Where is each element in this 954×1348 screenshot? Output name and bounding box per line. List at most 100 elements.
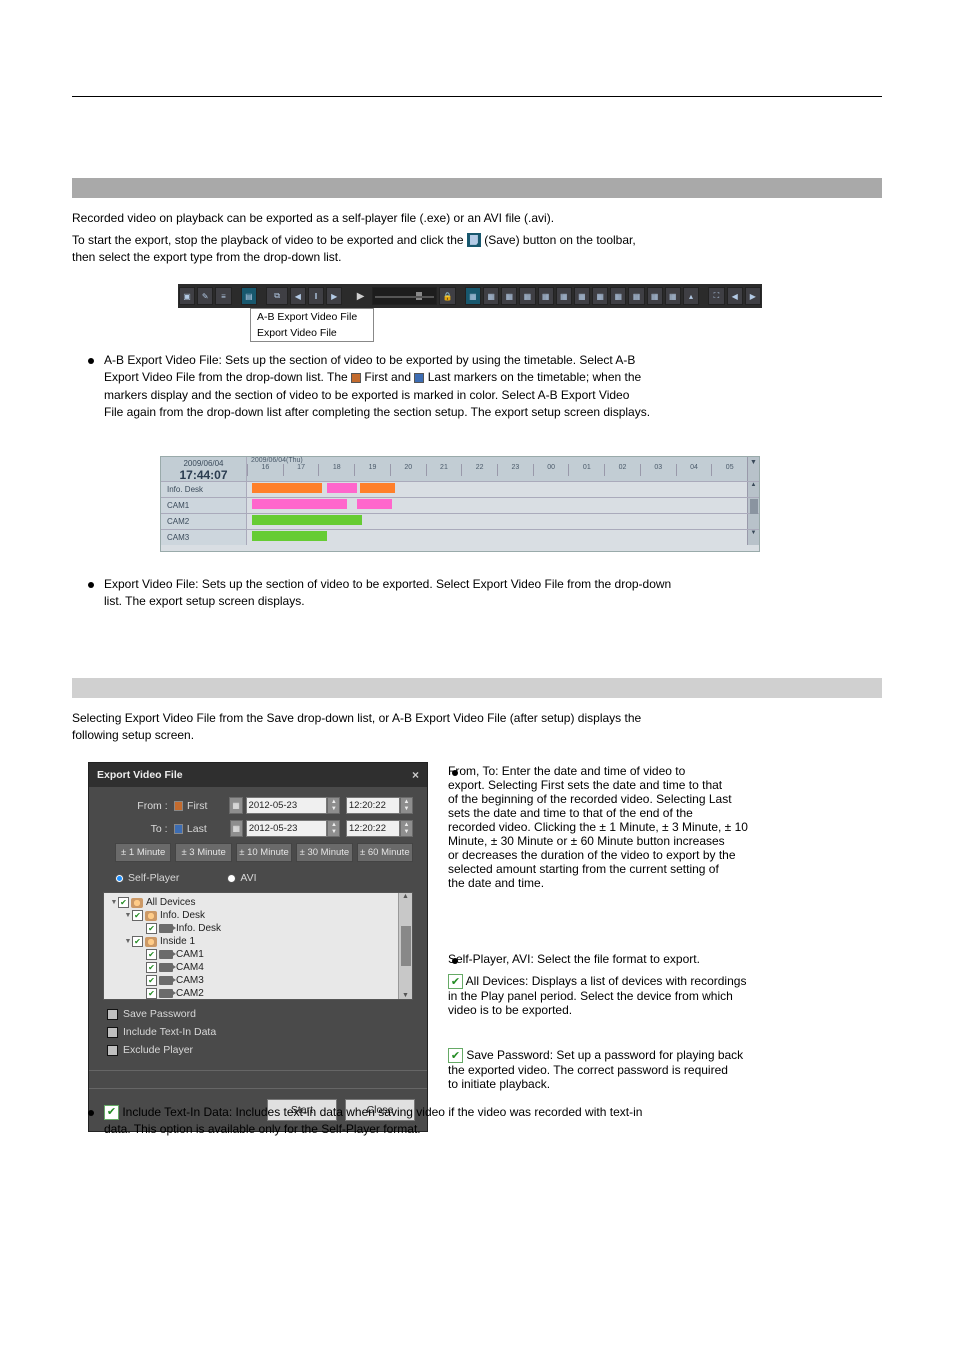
tt-expand-icon[interactable]: ▼ bbox=[747, 457, 759, 481]
rhs-ft-l2: export. Selecting First sets the date an… bbox=[448, 778, 722, 792]
forward-icon[interactable]: ▶ bbox=[326, 287, 342, 305]
grid-8-icon[interactable]: ▦ bbox=[592, 287, 608, 305]
pause-icon[interactable]: ‖ bbox=[308, 287, 324, 305]
radio-avi[interactable]: AVI bbox=[227, 872, 256, 884]
device-tree: ▼All Devices ▼Info. Desk Info. Desk ▼Ins… bbox=[103, 892, 413, 1000]
opt-exclude-player[interactable]: Exclude Player bbox=[107, 1044, 413, 1056]
opt-include-textin[interactable]: Include Text-In Data bbox=[107, 1026, 413, 1038]
bullet-export bbox=[88, 582, 94, 588]
speed-slider[interactable] bbox=[372, 287, 438, 305]
checkbox-icon[interactable] bbox=[146, 923, 157, 934]
list-icon[interactable]: ≡ bbox=[215, 287, 231, 305]
grid-1-icon[interactable]: ▦ bbox=[465, 287, 481, 305]
next-page-icon[interactable]: ▶ bbox=[745, 287, 761, 305]
timetable-scroll[interactable]: ▼ bbox=[747, 530, 759, 545]
to-date-field[interactable]: 2012-05-23 bbox=[246, 820, 328, 837]
grid-3-icon[interactable]: ▦ bbox=[501, 287, 517, 305]
tt-day: 2009/06/04(Thu) bbox=[247, 457, 747, 464]
opt-save-password[interactable]: Save Password bbox=[107, 1008, 413, 1020]
checkbox-icon[interactable] bbox=[146, 962, 157, 973]
grid-9-icon[interactable]: ▦ bbox=[610, 287, 626, 305]
timetable-track[interactable] bbox=[247, 530, 747, 545]
alldev-t: Displays a list of devices with recordin… bbox=[528, 974, 746, 988]
tree-g1[interactable]: Info. Desk bbox=[160, 910, 205, 921]
checkbox-icon[interactable] bbox=[118, 897, 129, 908]
checkbox-icon[interactable] bbox=[146, 975, 157, 986]
duration-button[interactable]: ± 3 Minute bbox=[175, 843, 231, 862]
group-icon bbox=[145, 911, 157, 921]
duration-button[interactable]: ± 60 Minute bbox=[357, 843, 413, 862]
from-date-spinner[interactable]: ▲▼ bbox=[327, 797, 340, 814]
rewind-icon[interactable]: ◀ bbox=[290, 287, 306, 305]
ab-l5: File again from the drop-down list after… bbox=[104, 405, 650, 419]
timetable-row-label: CAM2 bbox=[161, 514, 247, 529]
menu-ab-export[interactable]: A-B Export Video File bbox=[251, 309, 373, 325]
timetable-track[interactable] bbox=[247, 514, 747, 529]
duration-button[interactable]: ± 30 Minute bbox=[296, 843, 352, 862]
tree-cam[interactable]: Info. Desk bbox=[176, 923, 221, 934]
close-icon[interactable]: × bbox=[412, 768, 419, 782]
from-time-spinner[interactable]: ▲▼ bbox=[400, 797, 413, 814]
first-txt: First bbox=[364, 370, 387, 384]
svpw-l3: to initiate playback. bbox=[448, 1077, 550, 1091]
tree-camera-item[interactable]: CAM4 bbox=[110, 961, 398, 974]
tree-camera-item[interactable]: CAM3 bbox=[110, 974, 398, 987]
timetable-scroll[interactable]: ▲ bbox=[747, 482, 759, 497]
rhs-ft-t: Enter the date and time of video to bbox=[498, 764, 685, 778]
grid-4-icon[interactable]: ▦ bbox=[519, 287, 535, 305]
calendar-icon[interactable]: ▦ bbox=[230, 820, 243, 837]
timetable-scroll[interactable] bbox=[747, 498, 759, 513]
grid-2-icon[interactable]: ▦ bbox=[483, 287, 499, 305]
timetable-hour: 22 bbox=[461, 464, 497, 476]
camera-icon bbox=[159, 924, 173, 933]
tree-camera-item[interactable]: CAM1 bbox=[110, 948, 398, 961]
checkbox-icon[interactable] bbox=[132, 910, 143, 921]
duration-button[interactable]: ± 1 Minute bbox=[115, 843, 171, 862]
radio-selfplayer[interactable]: Self-Player bbox=[115, 872, 179, 884]
tree-scrollbar[interactable]: ▲▼ bbox=[398, 893, 412, 999]
grid-7-icon[interactable]: ▦ bbox=[574, 287, 590, 305]
duration-button[interactable]: ± 10 Minute bbox=[236, 843, 292, 862]
prev-page-icon[interactable]: ◀ bbox=[727, 287, 743, 305]
calendar-icon[interactable]: ▦ bbox=[229, 797, 242, 814]
ab-label: A-B Export Video File: bbox=[104, 353, 222, 367]
timetable-track[interactable] bbox=[247, 482, 747, 497]
timetable-hour: 01 bbox=[568, 464, 604, 476]
grid-10-icon[interactable]: ▦ bbox=[628, 287, 644, 305]
layout-icon[interactable]: ▣ bbox=[179, 287, 195, 305]
timetable-hour: 05 bbox=[711, 464, 747, 476]
checkbox-icon[interactable] bbox=[146, 988, 157, 999]
d60: 60 Minute bbox=[577, 834, 633, 848]
section-bar-1 bbox=[72, 178, 882, 198]
lock-icon[interactable]: 🔒 bbox=[439, 287, 455, 305]
to-date-spinner[interactable]: ▲▼ bbox=[327, 820, 340, 837]
grid-more-icon[interactable]: ▴ bbox=[683, 287, 699, 305]
from-time-field[interactable]: 12:20:22 bbox=[346, 797, 400, 814]
step-back-icon[interactable]: ⧉ bbox=[266, 287, 287, 305]
fullscreen-icon[interactable]: ⛶ bbox=[708, 287, 724, 305]
tree-camera-item[interactable]: CAM2 bbox=[110, 987, 398, 1000]
timetable-hour: 17 bbox=[283, 464, 319, 476]
tool-icon[interactable]: ✎ bbox=[197, 287, 213, 305]
grid-11-icon[interactable]: ▦ bbox=[647, 287, 663, 305]
to-time-spinner[interactable]: ▲▼ bbox=[400, 820, 413, 837]
to-time-field[interactable]: 12:20:22 bbox=[346, 820, 400, 837]
checkbox-icon[interactable] bbox=[132, 936, 143, 947]
tree-all[interactable]: All Devices bbox=[146, 897, 195, 908]
menu-export[interactable]: Export Video File bbox=[251, 325, 373, 341]
checkbox-icon[interactable] bbox=[146, 949, 157, 960]
grid-5-icon[interactable]: ▦ bbox=[538, 287, 554, 305]
timetable-track[interactable] bbox=[247, 498, 747, 513]
from-date-field[interactable]: 2012-05-23 bbox=[246, 797, 328, 814]
timetable-scroll[interactable] bbox=[747, 514, 759, 529]
tree-g2[interactable]: Inside 1 bbox=[160, 936, 195, 947]
grid-12-icon[interactable]: ▦ bbox=[665, 287, 681, 305]
dialog-title: Export Video File bbox=[97, 769, 183, 781]
last-txt: Last bbox=[428, 370, 451, 384]
play-icon[interactable]: ▶ bbox=[353, 287, 369, 305]
svpw-t: Set up a password for playing back bbox=[553, 1048, 743, 1062]
save-icon[interactable]: ▤ bbox=[241, 287, 257, 305]
setup-intro: Selecting Export Video File from the Sav… bbox=[72, 710, 882, 745]
timetable-hour: 21 bbox=[426, 464, 462, 476]
grid-6-icon[interactable]: ▦ bbox=[556, 287, 572, 305]
